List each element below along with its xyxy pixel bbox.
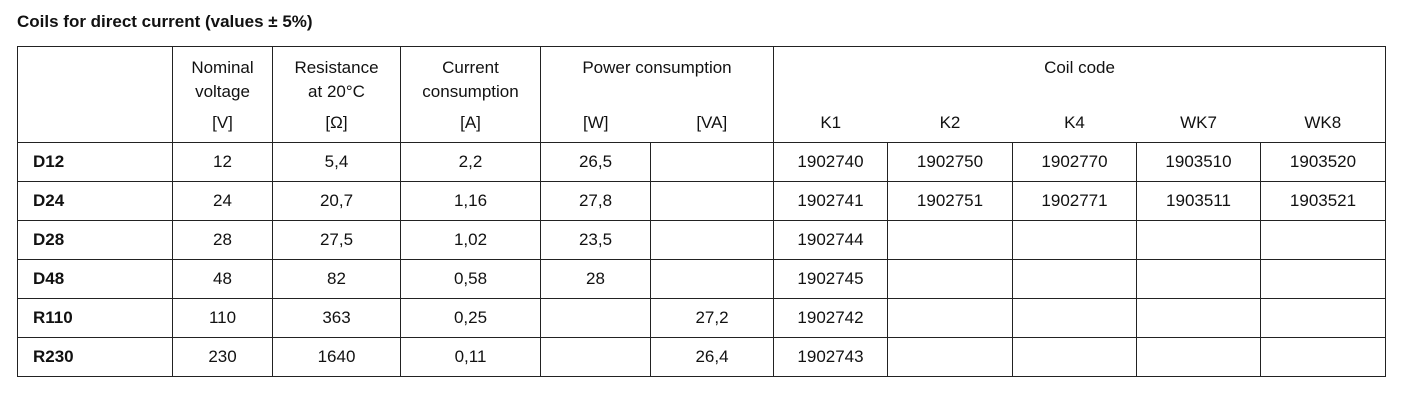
empty-cell [887, 259, 1013, 299]
cell: 26,4 [650, 337, 774, 377]
cell: 1903510 [1136, 142, 1261, 182]
empty-cell [1136, 337, 1261, 377]
column-unit: [V] [212, 113, 233, 132]
cell: 24 [172, 181, 273, 221]
cell: 1902743 [773, 337, 888, 377]
cell: 26,5 [540, 142, 651, 182]
code-header: WK7 [1136, 101, 1261, 143]
cell: 1902742 [773, 298, 888, 338]
cell: 1,02 [400, 220, 541, 260]
empty-cell [1260, 298, 1386, 338]
cell: 28 [172, 220, 273, 260]
cell: 230 [172, 337, 273, 377]
group-header: Power consumption [540, 46, 774, 101]
header-row: Nominal voltage [V] Resistance at 20°C [Ω] C… [17, 46, 1386, 143]
empty-cell [1136, 220, 1261, 260]
empty-cell [650, 181, 774, 221]
empty-cell [1136, 259, 1261, 299]
cell: 20,7 [272, 181, 401, 221]
coil-table: Nominal voltage [V] Resistance at 20°C [Ω] C… [17, 46, 1386, 377]
cell: 1903511 [1136, 181, 1261, 221]
cell: 23,5 [540, 220, 651, 260]
unit-header: [VA] [650, 101, 774, 143]
cell: 363 [272, 298, 401, 338]
cell: 1903520 [1260, 142, 1386, 182]
column-header: Nominal voltage [V] [172, 46, 273, 143]
empty-cell [1260, 337, 1386, 377]
code-header: WK8 [1260, 101, 1386, 143]
cell: 1902751 [887, 181, 1013, 221]
row-name: D28 [17, 220, 173, 260]
header-row: [W] [VA] K1 K2 K4 WK7 WK8 [18, 101, 1386, 143]
code-header: K2 [887, 101, 1013, 143]
corner-cell [17, 46, 173, 143]
column-label: Resistance at 20°C [294, 58, 379, 101]
cell: 5,4 [272, 142, 401, 182]
empty-cell [650, 259, 774, 299]
cell: 27,8 [540, 181, 651, 221]
empty-cell [1012, 259, 1137, 299]
code-header: K1 [773, 101, 888, 143]
empty-cell [1260, 220, 1386, 260]
data-row: R230 230 1640 0,11 26,4 1902743 [17, 337, 1386, 377]
cell: 1640 [272, 337, 401, 377]
cell: 0,11 [400, 337, 541, 377]
row-name: R110 [17, 298, 173, 338]
cell: 1902771 [1012, 181, 1137, 221]
cell: 1902745 [773, 259, 888, 299]
column-unit: [A] [460, 113, 481, 132]
empty-cell [650, 142, 774, 182]
cell: 1,16 [400, 181, 541, 221]
cell: 82 [272, 259, 401, 299]
column-label: Current consumption [422, 58, 519, 101]
cell: 27,2 [650, 298, 774, 338]
empty-cell [540, 298, 651, 338]
data-row: R110 110 363 0,25 27,2 1902742 [17, 298, 1386, 338]
cell: 12 [172, 142, 273, 182]
group-header: Coil code [773, 46, 1386, 101]
column-header: Current consumption [A] [400, 46, 541, 143]
data-row: D48 48 82 0,58 28 1902745 [17, 259, 1386, 299]
cell: 28 [540, 259, 651, 299]
empty-cell [650, 220, 774, 260]
column-header: Resistance at 20°C [Ω] [272, 46, 401, 143]
code-header: K4 [1012, 101, 1137, 143]
cell: 27,5 [272, 220, 401, 260]
data-row: D12 12 5,4 2,2 26,5 1902740 1902750 1902770 1903… [17, 142, 1386, 182]
unit-header: [W] [540, 101, 651, 143]
empty-cell [1012, 337, 1137, 377]
empty-cell [1136, 298, 1261, 338]
empty-cell [887, 298, 1013, 338]
cell: 1902740 [773, 142, 888, 182]
cell: 2,2 [400, 142, 541, 182]
column-label: Nominal voltage [191, 58, 254, 101]
column-unit: [Ω] [325, 113, 348, 132]
cell: 48 [172, 259, 273, 299]
row-name: D12 [17, 142, 173, 182]
cell: 0,58 [400, 259, 541, 299]
cell: 1902770 [1012, 142, 1137, 182]
empty-cell [1260, 259, 1386, 299]
table-title: Coils for direct current (values ± 5%) [17, 12, 313, 31]
empty-cell [887, 220, 1013, 260]
empty-cell [887, 337, 1013, 377]
cell: 1902741 [773, 181, 888, 221]
cell: 1902750 [887, 142, 1013, 182]
cell: 1902744 [773, 220, 888, 260]
empty-cell [540, 337, 651, 377]
empty-cell [1012, 298, 1137, 338]
empty-cell [1012, 220, 1137, 260]
row-name: R230 [17, 337, 173, 377]
cell: 0,25 [400, 298, 541, 338]
row-name: D48 [17, 259, 173, 299]
data-row: D24 24 20,7 1,16 27,8 1902741 1902751 1902771 19… [17, 181, 1386, 221]
cell: 110 [172, 298, 273, 338]
cell: 1903521 [1260, 181, 1386, 221]
row-name: D24 [17, 181, 173, 221]
data-row: D28 28 27,5 1,02 23,5 1902744 [17, 220, 1386, 260]
